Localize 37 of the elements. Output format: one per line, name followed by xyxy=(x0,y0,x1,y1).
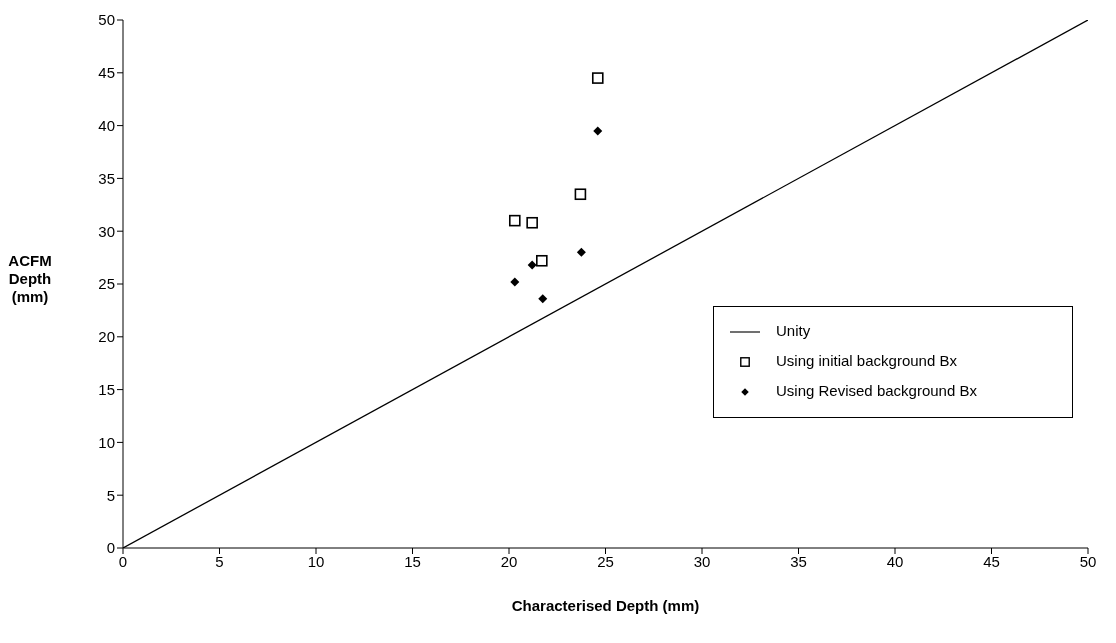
legend-label: Using initial background Bx xyxy=(776,351,957,369)
point xyxy=(574,188,587,201)
x-tick-label: 40 xyxy=(886,552,904,570)
y-axis-title: ACFM Depth (mm) xyxy=(8,252,52,305)
y-tick-label: 50 xyxy=(98,11,115,29)
y-tick-label: 0 xyxy=(106,539,115,557)
point xyxy=(591,72,604,84)
x-tick-label: 25 xyxy=(597,552,614,570)
x-tick-label: 45 xyxy=(983,552,1000,570)
y-tick-label: 5 xyxy=(106,486,115,504)
x-axis-title: Characterised Depth (mm) xyxy=(511,597,700,614)
x-tick-label: 30 xyxy=(693,552,711,570)
x-tick-label: 20 xyxy=(500,552,518,570)
x-tick-label: 0 xyxy=(118,552,128,570)
x-tick-label: 35 xyxy=(790,552,807,570)
x-tick-label: 50 xyxy=(1079,552,1097,570)
y-tick-label: 15 xyxy=(98,380,115,398)
y-tick-label: 45 xyxy=(98,64,115,82)
y-tick-label: 35 xyxy=(98,169,115,187)
point xyxy=(538,294,548,304)
y-tick-label: 25 xyxy=(98,275,115,293)
point xyxy=(526,216,538,229)
y-tick-label: 30 xyxy=(98,222,115,240)
y-tick-label: 20 xyxy=(98,328,115,346)
point xyxy=(510,277,520,287)
legend-label: Unity xyxy=(776,321,811,339)
point xyxy=(576,247,586,257)
point xyxy=(593,126,603,136)
legend-label: Using Revised background Bx xyxy=(776,381,977,399)
y-tick-label: 40 xyxy=(98,116,115,134)
point xyxy=(527,260,537,270)
x-tick-label: 5 xyxy=(215,552,224,570)
point xyxy=(508,214,521,227)
y-tick-label: 10 xyxy=(98,433,115,451)
x-tick-label: 10 xyxy=(307,552,325,570)
x-tick-label: 15 xyxy=(404,552,421,570)
point xyxy=(536,254,548,267)
